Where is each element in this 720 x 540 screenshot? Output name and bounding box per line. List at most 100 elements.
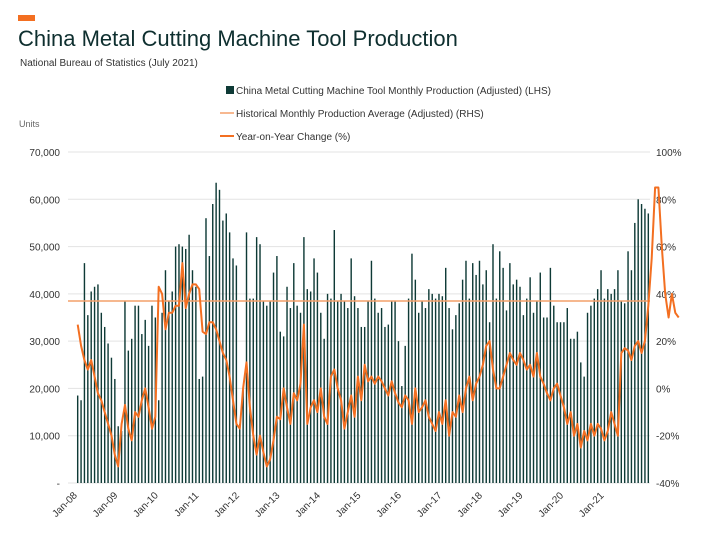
production-bar: [272, 272, 275, 483]
production-bar: [313, 258, 315, 483]
production-bar: [249, 298, 251, 483]
production-bar: [573, 338, 575, 483]
production-bar: [401, 386, 403, 483]
x-tick-label: Jan-21: [577, 490, 607, 520]
production-bar: [519, 286, 521, 483]
y-right-tick-label: 80%: [656, 195, 676, 206]
production-bar: [303, 237, 305, 483]
production-bar: [100, 312, 103, 483]
production-bar: [239, 423, 241, 483]
legend-label-average: Historical Monthly Production Average (A…: [236, 109, 484, 120]
y-left-tick-label: 50,000: [29, 243, 60, 254]
production-bar: [235, 265, 238, 483]
production-bar: [171, 291, 173, 483]
production-bar: [93, 286, 96, 483]
production-bar: [360, 326, 363, 483]
y-left-tick-label: 40,000: [29, 290, 60, 301]
production-bar: [357, 308, 359, 483]
production-bar: [347, 308, 349, 483]
production-bar: [195, 286, 197, 483]
production-bar: [404, 345, 406, 483]
production-bar: [644, 208, 646, 483]
production-bar: [120, 430, 123, 483]
y-right-tick-label: -40%: [656, 479, 679, 490]
production-bar: [600, 270, 602, 483]
production-bar: [418, 312, 420, 483]
production-bar: [421, 300, 423, 483]
x-tick-label: Jan-11: [172, 490, 201, 519]
page-subtitle: National Bureau of Statistics (July 2021…: [20, 58, 198, 69]
production-bar: [255, 237, 258, 483]
production-bar: [144, 319, 146, 483]
production-bar: [110, 357, 113, 483]
production-bar: [603, 298, 606, 483]
page-title: China Metal Cutting Machine Tool Product…: [18, 26, 458, 51]
production-bar: [198, 378, 200, 483]
production-bar: [309, 291, 312, 483]
production-bar: [515, 279, 518, 483]
production-bar: [445, 267, 447, 483]
production-bar: [549, 267, 552, 483]
production-bar: [431, 293, 433, 483]
production-bar: [546, 317, 548, 483]
production-bar: [147, 345, 150, 483]
production-bar: [397, 341, 400, 483]
x-tick-label: Jan-08: [50, 490, 80, 520]
production-bar: [627, 251, 629, 483]
production-bar: [647, 213, 650, 483]
production-bar: [80, 400, 82, 483]
y-left-axis: - 10,000 20,000 30,000 40,000 50,000 60,000 70,…: [29, 148, 60, 490]
production-bar: [461, 279, 464, 483]
production-bar: [630, 270, 633, 483]
x-tick-label: Jan-14: [294, 490, 324, 520]
production-bar: [90, 291, 92, 483]
production-bar: [185, 248, 187, 483]
production-bar: [134, 305, 136, 483]
production-bar: [158, 400, 160, 483]
production-bar: [87, 315, 89, 483]
production-bar: [377, 312, 379, 483]
production-bar: [617, 270, 619, 483]
production-bar: [448, 308, 450, 483]
production-bar: [137, 305, 140, 483]
production-bar: [306, 289, 308, 483]
y-left-tick-label: 70,000: [29, 148, 60, 159]
production-bar: [191, 270, 194, 483]
production-bar: [529, 277, 531, 483]
production-bar: [374, 298, 376, 483]
production-bar: [350, 258, 352, 483]
production-bar: [76, 395, 79, 483]
production-bar: [441, 296, 444, 483]
production-bar: [282, 336, 285, 483]
x-tick-label: Jan-12: [212, 490, 242, 520]
production-bar: [161, 312, 163, 483]
production-bar: [266, 305, 268, 483]
production-bar: [485, 270, 487, 483]
production-bar: [276, 256, 278, 483]
production-bar: [380, 308, 383, 483]
production-bar: [620, 300, 623, 483]
legend-label-bars: China Metal Cutting Machine Tool Monthly…: [236, 86, 551, 97]
production-bar: [586, 312, 589, 483]
production-bar: [259, 244, 261, 483]
yoy-line: [76, 186, 680, 468]
production-bar: [242, 388, 244, 483]
production-bar: [407, 298, 410, 483]
production-bar: [566, 308, 568, 483]
production-bar: [279, 331, 281, 483]
production-bar: [384, 326, 386, 483]
x-tick-label: Jan-20: [537, 490, 567, 520]
y-left-tick-label: 30,000: [29, 337, 60, 348]
production-bar: [181, 246, 184, 483]
production-bar: [634, 222, 636, 483]
production-bar: [330, 298, 332, 483]
production-bar: [353, 296, 356, 483]
production-bar: [103, 326, 106, 483]
production-bar: [623, 303, 626, 483]
production-bar: [333, 230, 336, 483]
production-bar: [488, 322, 491, 483]
production-bar: [107, 343, 109, 483]
x-tick-label: Jan-09: [91, 490, 121, 520]
production-bar: [590, 305, 592, 483]
production-bars: [76, 182, 650, 484]
